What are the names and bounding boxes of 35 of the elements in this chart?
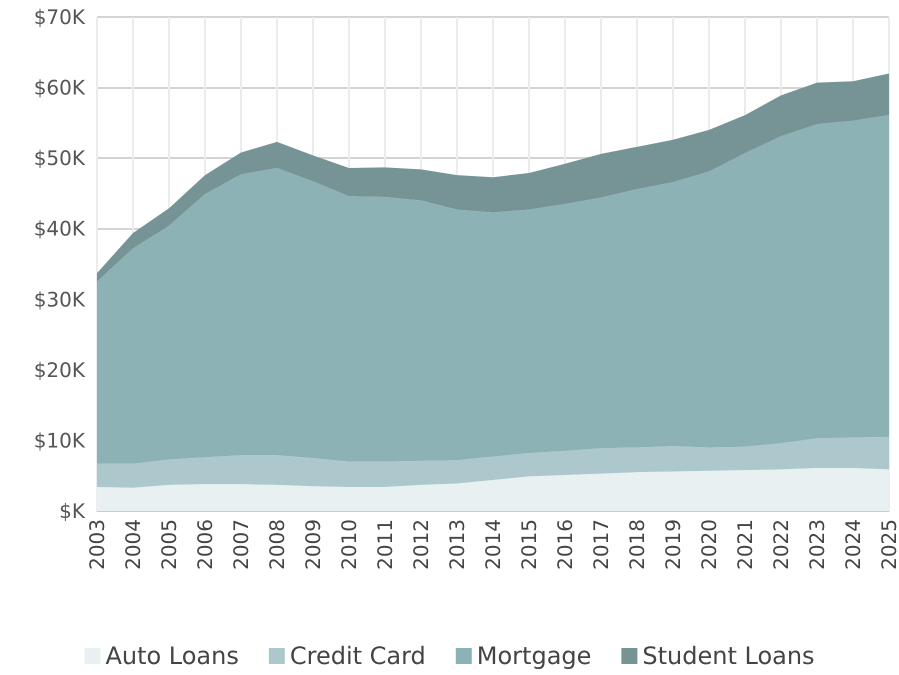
y-tick-label: $70K (34, 5, 86, 29)
x-tick-label: 2021 (733, 519, 757, 570)
x-tick-label: 2018 (625, 519, 649, 570)
y-tick-label: $10K (34, 428, 86, 452)
x-tick-label: 2017 (589, 519, 613, 570)
y-tick-label: $K (59, 499, 86, 523)
y-tick-label: $40K (34, 216, 86, 241)
x-tick-label: 2015 (517, 519, 541, 570)
x-tick-label: 2011 (373, 519, 397, 570)
x-tick-label: 2004 (121, 519, 145, 570)
x-tick-label: 2025 (877, 519, 899, 570)
x-tick-label: 2014 (481, 519, 505, 570)
x-tick-label: 2020 (697, 519, 721, 570)
legend-label: Auto Loans (105, 642, 239, 670)
x-tick-label: 2013 (445, 519, 469, 570)
x-tick-label: 2016 (553, 519, 577, 570)
y-tick-label: $60K (34, 76, 86, 100)
x-tick-label: 2022 (769, 519, 793, 570)
x-tick-label: 2012 (409, 519, 433, 570)
y-tick-label: $50K (34, 146, 86, 170)
x-tick-label: 2008 (265, 519, 289, 570)
x-tick-label: 2005 (157, 519, 181, 570)
x-tick-label: 2023 (805, 519, 829, 570)
x-tick-label: 2019 (661, 519, 685, 570)
x-tick-label: 2007 (229, 519, 253, 570)
x-tick-label: 2006 (193, 519, 217, 570)
x-tick-label: 2009 (301, 519, 325, 570)
x-tick-label: 2024 (841, 519, 865, 570)
y-tick-label: $20K (34, 358, 86, 382)
legend-label: Credit Card (290, 642, 426, 670)
x-tick-label: 2003 (85, 519, 109, 570)
legend-label: Mortgage (476, 642, 592, 670)
y-tick-label: $30K (34, 287, 86, 312)
legend-label: Student Loans (642, 642, 815, 670)
x-tick-label: 2010 (337, 519, 361, 570)
